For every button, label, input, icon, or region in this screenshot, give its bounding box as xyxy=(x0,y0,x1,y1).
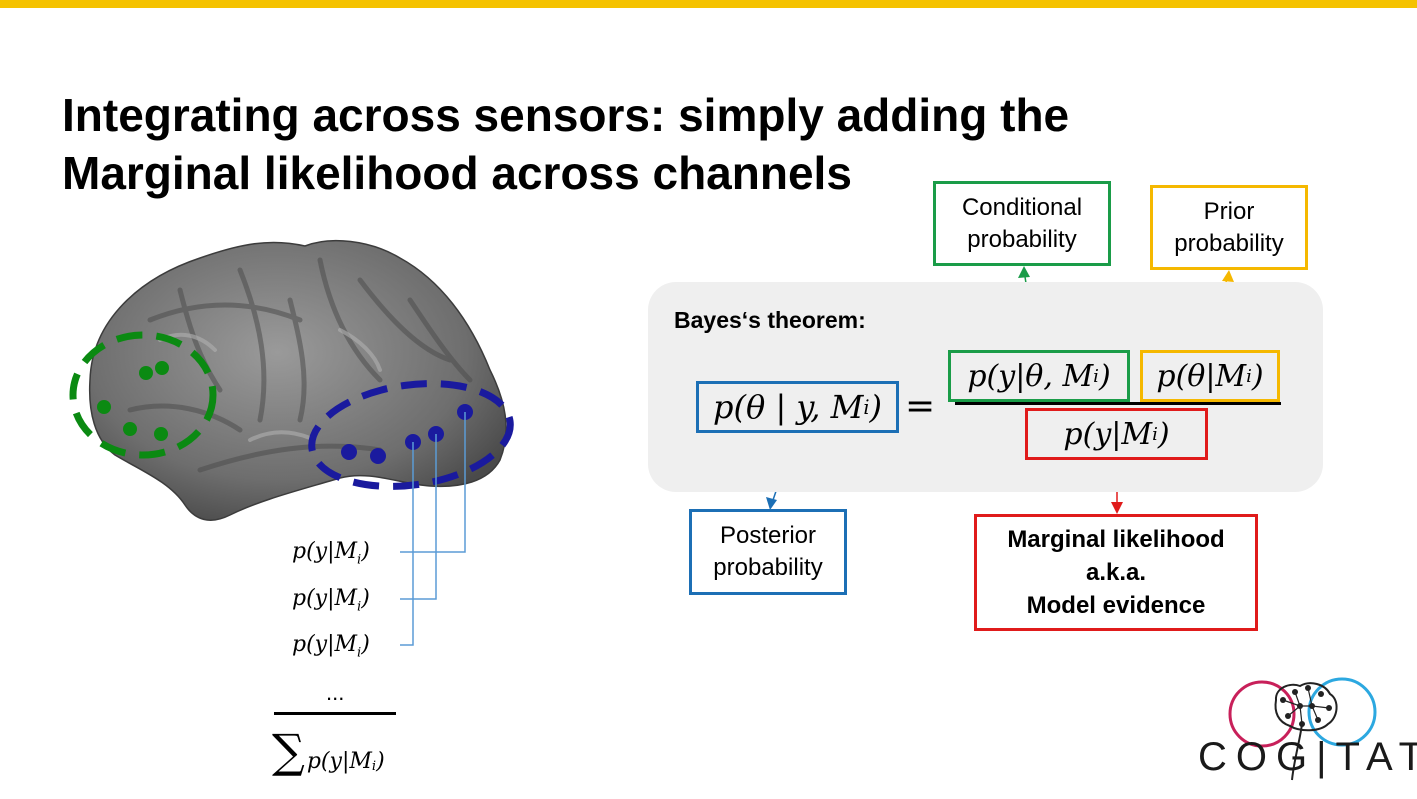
sensor-likelihood-3: p(y|Mi) xyxy=(292,632,370,660)
conditional-term-text: p(y|θ, M xyxy=(967,358,1094,394)
prior-label-line-2: probability xyxy=(1174,229,1284,257)
marginal-term-text: p(y|M xyxy=(1063,416,1153,452)
sensor-likelihood-1: p(y|Mi) xyxy=(292,539,370,567)
accent-bar xyxy=(0,0,1417,8)
fraction-bar xyxy=(955,402,1281,405)
conditional-subscript: i xyxy=(1093,365,1099,387)
marginal-term-box: p(y|M i) xyxy=(1025,408,1208,460)
prior-close: ) xyxy=(1251,358,1264,394)
sensor-2-close: ) xyxy=(361,586,370,611)
sensor-1-text: p(y|M xyxy=(292,539,358,564)
title-line-2: Marginal likelihood across channels xyxy=(62,147,852,199)
sensor-1-subscript: i xyxy=(357,552,362,568)
sensor-3-close: ) xyxy=(361,632,370,657)
marginal-likelihood-label: Marginal likelihood a.k.a. Model evidenc… xyxy=(974,514,1258,631)
sum-term-subscript: i xyxy=(371,759,377,774)
prior-probability-label: Prior probability xyxy=(1150,185,1308,270)
logo-mark xyxy=(1228,677,1377,781)
sensor-ellipsis: ... xyxy=(326,680,345,705)
equals-sign: = xyxy=(905,386,936,427)
title-line-1: Integrating across sensors: simply addin… xyxy=(62,89,1070,141)
posterior-term-text: p(θ | y, M xyxy=(713,388,864,426)
conditional-close: ) xyxy=(1098,358,1111,394)
conditional-probability-label: Conditional probability xyxy=(933,181,1111,266)
sensor-2-subscript: i xyxy=(357,599,362,615)
posterior-probability-label: Posterior probability xyxy=(689,509,847,595)
marginal-close: ) xyxy=(1157,416,1170,452)
sensor-3-text: p(y|M xyxy=(292,632,358,657)
slide-title: Integrating across sensors: simply addin… xyxy=(62,86,1212,202)
bayes-panel xyxy=(648,282,1323,492)
sum-term-close: ) xyxy=(376,749,385,774)
marginal-label-line-2: a.k.a. xyxy=(1085,559,1147,586)
sum-divider xyxy=(274,712,396,715)
cogitate-logo-text: COG|TATE xyxy=(1198,735,1417,779)
marginal-label-line-1: Marginal likelihood xyxy=(1007,526,1225,553)
prior-label-line-1: Prior xyxy=(1203,197,1255,225)
marginal-label-line-3: Model evidence xyxy=(1026,592,1206,619)
sensor-likelihood-2: p(y|Mi) xyxy=(292,586,370,614)
sum-term-text: p(y|M xyxy=(306,749,372,774)
sensor-3-subscript: i xyxy=(357,645,362,661)
brain-image xyxy=(88,239,507,521)
bayes-theorem-heading: Bayes‘s theorem: xyxy=(674,307,866,333)
marginal-subscript: i xyxy=(1152,423,1158,445)
posterior-label-line-1: Posterior xyxy=(719,522,817,549)
posterior-close: ) xyxy=(869,388,882,426)
conditional-label-line-2: probability xyxy=(967,225,1077,253)
green-sensor-dots xyxy=(97,361,169,441)
sensor-1-close: ) xyxy=(361,539,370,564)
prior-subscript: i xyxy=(1246,365,1252,387)
sensor-2-text: p(y|M xyxy=(292,586,358,611)
frontal-sensor-group-outline xyxy=(69,331,217,459)
prior-term-box: p(θ|M i) xyxy=(1140,350,1280,402)
posterior-subscript: i xyxy=(863,395,870,419)
temporal-sensor-group-outline xyxy=(308,380,514,490)
conditional-label-line-1: Conditional xyxy=(961,193,1083,221)
posterior-label-line-2: probability xyxy=(713,554,823,581)
prior-term-text: p(θ|M xyxy=(1156,358,1247,394)
sensor-connector-lines xyxy=(400,412,466,646)
sum-symbol: ∑ xyxy=(272,724,305,778)
sum-expression: ∑ p(y|M i) xyxy=(272,728,385,774)
